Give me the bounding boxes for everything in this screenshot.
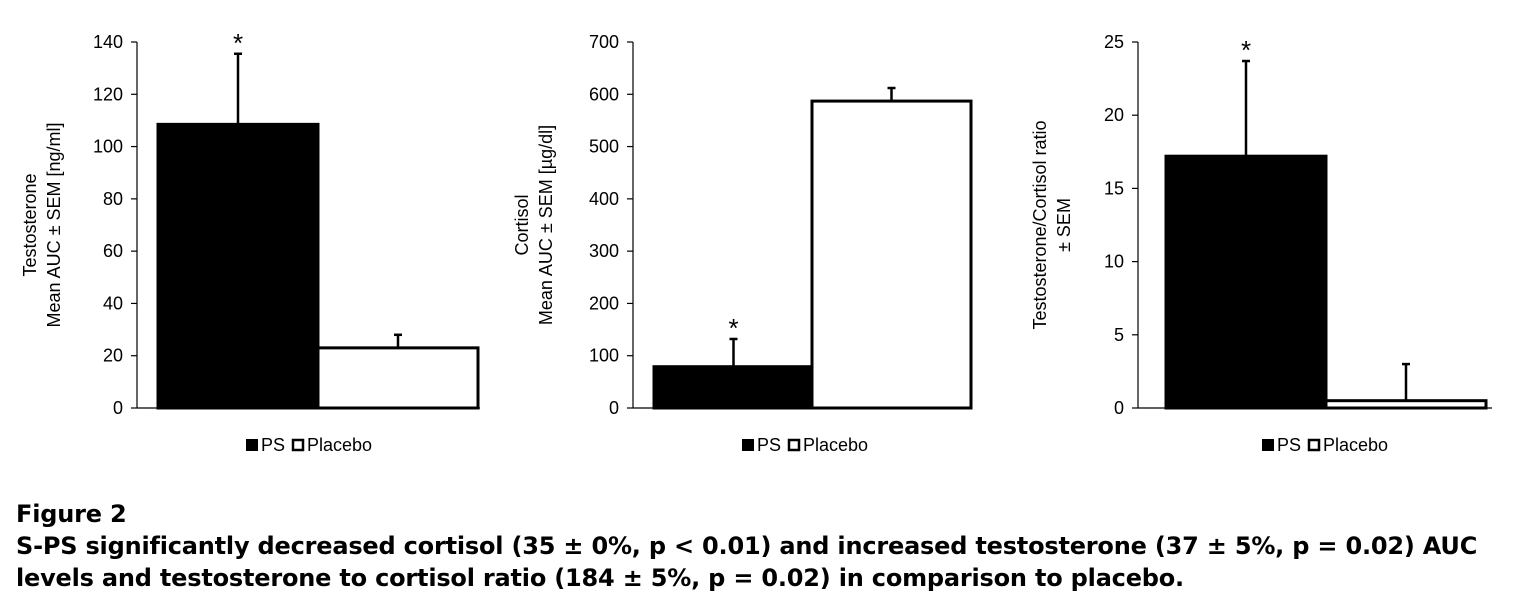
- chart3-y-tick-label: 10: [1104, 252, 1124, 272]
- chart2-legend-ps-swatch: [742, 439, 754, 451]
- chart3-bar-placebo: [1324, 399, 1488, 410]
- chart3-y-axis-label: Testosterone/Cortisol ratio: [1030, 120, 1050, 329]
- chart1-y-axis-label: Mean AUC ± SEM [ng/ml]: [44, 123, 64, 328]
- chart2-bar-placebo: [810, 99, 973, 410]
- chart2-y-axis-label: Mean AUC ± SEM [µg/dl]: [536, 125, 556, 325]
- chart2-legend-placebo-label: Placebo: [803, 435, 868, 455]
- chart2-bar-ps: [652, 365, 815, 410]
- chart1-y-tick-label: 140: [93, 32, 123, 52]
- chart1-y-tick-label: 120: [93, 84, 123, 104]
- chart3-significance-mark: *: [1241, 35, 1251, 65]
- chart1-y-tick-label: 0: [113, 398, 123, 418]
- figure-caption: Figure 2 S-PS significantly decreased co…: [16, 498, 1521, 594]
- chart3-legend-placebo-swatch: [1307, 438, 1321, 452]
- chart1-legend-placebo-swatch: [291, 438, 305, 452]
- chart1-legend-placebo-label: Placebo: [307, 435, 372, 455]
- chart3-y-axis-label: ± SEM: [1054, 198, 1074, 252]
- chart1-y-axis-label: Testosterone: [20, 173, 40, 276]
- caption-title: Figure 2: [16, 500, 127, 528]
- chart2-significance-mark: *: [728, 313, 738, 343]
- chart1-legend-ps-label: PS: [261, 435, 285, 455]
- chart1-y-tick-label: 60: [103, 241, 123, 261]
- chart3-legend-placebo-label: Placebo: [1323, 435, 1388, 455]
- chart3-y-tick-label: 5: [1114, 325, 1124, 345]
- chart1-y-tick-label: 80: [103, 189, 123, 209]
- chart3-legend-ps-swatch: [1262, 439, 1274, 451]
- chart2-y-tick-label: 400: [589, 189, 619, 209]
- chart3-y-tick-label: 25: [1104, 32, 1124, 52]
- chart3-y-tick-label: 0: [1114, 398, 1124, 418]
- chart1-y-tick-label: 20: [103, 346, 123, 366]
- chart2-y-tick-label: 100: [589, 346, 619, 366]
- chart2-y-tick-label: 300: [589, 241, 619, 261]
- chart1-bar-placebo: [316, 346, 480, 410]
- chart2-y-axis-label: Cortisol: [512, 194, 532, 255]
- chart1-legend-ps-swatch: [246, 439, 258, 451]
- chart2-legend-placebo-swatch: [787, 438, 801, 452]
- chart2-legend-ps-label: PS: [757, 435, 781, 455]
- chart1-y-tick-label: 40: [103, 293, 123, 313]
- chart2-y-tick-label: 500: [589, 137, 619, 157]
- chart2-y-tick-label: 600: [589, 84, 619, 104]
- caption-text: S-PS significantly decreased cortisol (3…: [16, 532, 1478, 592]
- chart2-y-tick-label: 0: [609, 398, 619, 418]
- chart1-y-tick-label: 100: [93, 137, 123, 157]
- chart3-y-tick-label: 15: [1104, 178, 1124, 198]
- chart1-bar-ps: [156, 122, 320, 410]
- chart3-legend-ps-label: PS: [1277, 435, 1301, 455]
- chart1-significance-mark: *: [233, 28, 243, 58]
- chart2-y-tick-label: 700: [589, 32, 619, 52]
- chart3-bar-ps: [1164, 154, 1328, 410]
- chart2-y-tick-label: 200: [589, 293, 619, 313]
- chart3-y-tick-label: 20: [1104, 105, 1124, 125]
